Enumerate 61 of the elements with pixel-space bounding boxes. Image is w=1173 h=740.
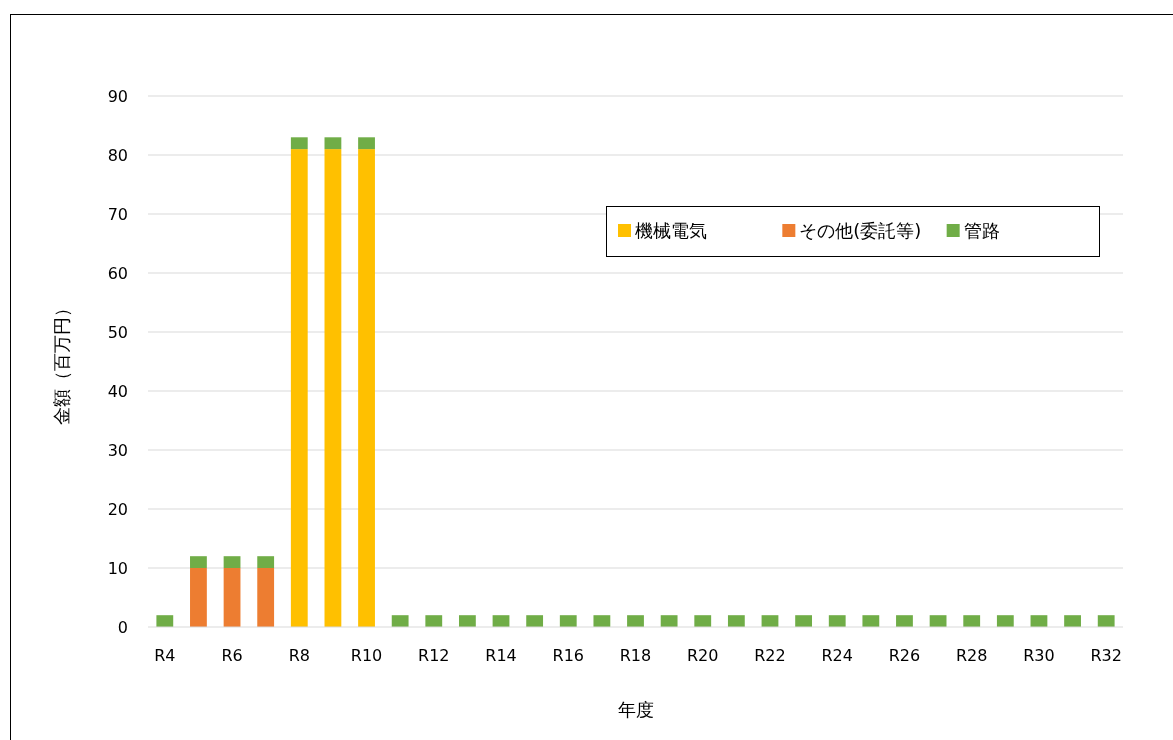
bar	[257, 556, 275, 568]
y-tick-label: 20	[107, 500, 128, 519]
bar	[627, 615, 644, 627]
bar	[694, 615, 712, 627]
legend-label: その他(委託等)	[799, 220, 922, 241]
bar	[963, 615, 981, 627]
bar	[358, 137, 375, 150]
bar	[526, 615, 544, 627]
y-tick-label: 90	[107, 87, 128, 106]
bar	[1097, 615, 1115, 627]
bar	[660, 615, 678, 627]
bar	[190, 556, 207, 568]
x-tick-label: R26	[888, 646, 921, 665]
bar	[324, 137, 342, 150]
x-tick-label: R14	[485, 646, 517, 665]
y-tick-label: 40	[107, 382, 128, 401]
y-tick-label: 60	[107, 264, 128, 283]
x-axis-title: 年度	[617, 699, 654, 720]
x-tick-label: R20	[687, 646, 719, 665]
legend-label: 機械電気	[635, 220, 707, 241]
bar	[727, 615, 745, 627]
x-tick-label: R24	[821, 646, 853, 665]
bar	[828, 615, 846, 627]
bar	[223, 568, 241, 627]
bar	[391, 615, 409, 627]
bar	[458, 615, 476, 627]
y-tick-label: 10	[107, 559, 128, 578]
bar	[358, 149, 375, 627]
x-tick-label: R4	[154, 646, 176, 665]
bar	[425, 615, 443, 627]
bar	[257, 568, 275, 627]
bar	[156, 615, 174, 627]
y-tick-label: 50	[107, 323, 128, 342]
bar	[223, 556, 241, 568]
bar	[559, 615, 577, 627]
bar	[896, 615, 913, 627]
y-tick-label: 30	[107, 441, 128, 460]
y-axis-title: 金額（百万円）	[51, 298, 72, 425]
x-tick-label: R28	[955, 646, 988, 665]
y-tick-label: 0	[117, 618, 128, 637]
bar	[996, 615, 1014, 627]
bar	[1064, 615, 1081, 627]
bar	[795, 615, 813, 627]
legend-label: 管路	[963, 220, 1000, 241]
bar	[593, 615, 611, 627]
x-tick-label: R6	[221, 646, 243, 665]
x-tick-label: R12	[418, 646, 450, 665]
x-tick-label: R8	[288, 646, 310, 665]
x-tick-label: R18	[619, 646, 652, 665]
bar	[324, 149, 342, 627]
bar	[862, 615, 880, 627]
bar	[290, 149, 308, 627]
x-tick-label: R10	[350, 646, 383, 665]
y-tick-label: 80	[107, 146, 128, 165]
y-tick-label: 70	[107, 205, 128, 224]
bar	[290, 137, 308, 150]
x-tick-label: R32	[1090, 646, 1122, 665]
x-tick-label: R16	[552, 646, 584, 665]
x-tick-label: R30	[1023, 646, 1055, 665]
bar	[190, 568, 207, 627]
x-tick-label: R22	[754, 646, 786, 665]
